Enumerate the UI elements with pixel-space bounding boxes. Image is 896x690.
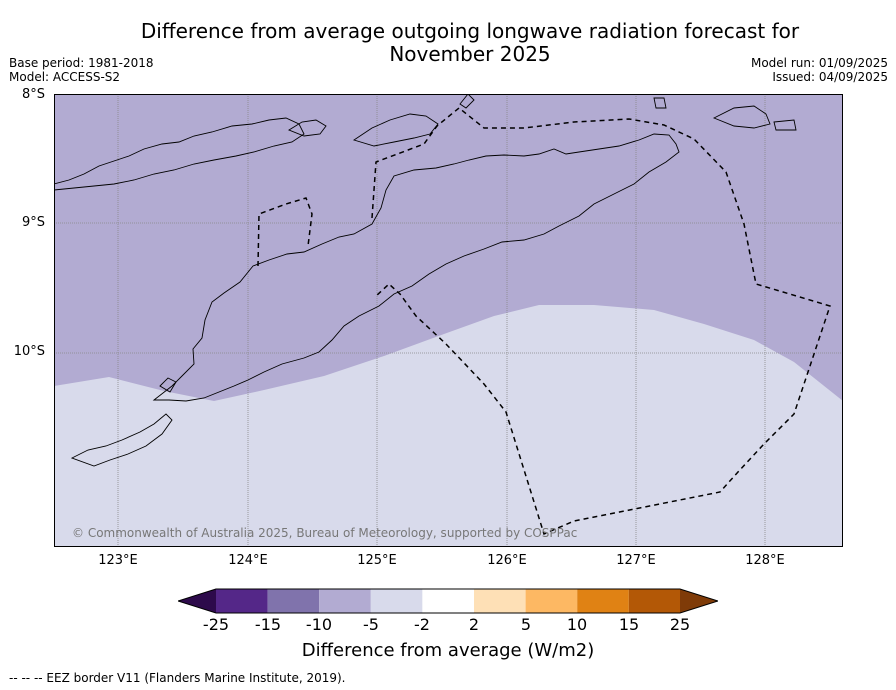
- graticule: [54, 94, 843, 547]
- lon-label-128e: 128°E: [745, 553, 785, 568]
- colorbar-swatch-8: [577, 589, 629, 613]
- lat-label-8s: 8°S: [21, 87, 45, 102]
- timor-coastline: [152, 133, 680, 402]
- coastlines: [54, 94, 797, 467]
- colorbar-swatch-4: [370, 589, 423, 613]
- map-frame: [54, 94, 843, 547]
- semau-coastline: [159, 377, 177, 393]
- alor-coastline: [288, 119, 327, 137]
- kisar-island: [653, 97, 667, 109]
- colorbar-label: 25: [669, 615, 691, 634]
- colorbar-label: 2: [468, 615, 480, 634]
- model-name: Model: ACCESS-S2: [9, 70, 121, 84]
- colorbar-label: -10: [305, 615, 333, 634]
- lon-label-127e: 127°E: [616, 553, 656, 568]
- leti-island: [712, 105, 771, 129]
- anomaly-map: [54, 94, 843, 547]
- colorbar-label: -5: [363, 615, 379, 634]
- colorbar-label: 10: [566, 615, 588, 634]
- romang-island: [459, 94, 475, 109]
- colorbar-outline: [178, 588, 718, 614]
- colorbar-swatch-1: [216, 589, 268, 613]
- lon-label-125e: 125°E: [357, 553, 397, 568]
- meta-left: Base period: 1981-2018 Model: ACCESS-S2: [9, 56, 154, 84]
- colorbar-label: 15: [618, 615, 640, 634]
- rote-coastline: [70, 413, 173, 467]
- lat-label-10s: 10°S: [13, 344, 45, 359]
- colorbar-swatch-5: [422, 589, 474, 613]
- colorbar-label: -15: [254, 615, 282, 634]
- colorbar: [178, 588, 718, 614]
- colorbar-swatch-6: [474, 589, 526, 613]
- eez-border: [257, 107, 831, 536]
- base-period: Base period: 1981-2018: [9, 56, 154, 70]
- issued-date: Issued: 04/09/2025: [772, 70, 888, 84]
- colorbar-swatch-3: [319, 589, 371, 613]
- colorbar-label: -2: [414, 615, 430, 634]
- colorbar-extend-min: [178, 589, 216, 613]
- colorbar-swatch-9: [628, 589, 680, 613]
- flores-coastline: [54, 117, 305, 191]
- meta-right: Model run: 01/09/2025 Issued: 04/09/2025: [751, 56, 888, 84]
- wetar-coastline: [352, 113, 439, 147]
- model-run: Model run: 01/09/2025: [750, 56, 888, 70]
- colorbar-label: 5: [520, 615, 532, 634]
- colorbar-extend-max: [680, 589, 718, 613]
- colorbar-title: Difference from average (W/m2): [301, 640, 595, 661]
- lon-label-124e: 124°E: [228, 553, 268, 568]
- moa-island: [773, 119, 797, 131]
- colorbar-swatch-2: [267, 589, 320, 613]
- band-minus5-to-minus2: [54, 305, 843, 547]
- eez-footnote: -- -- -- EEZ border V11 (Flanders Marine…: [9, 671, 346, 685]
- lat-label-9s: 9°S: [21, 215, 45, 230]
- copyright-notice: © Commonwealth of Australia 2025, Bureau…: [72, 526, 578, 540]
- colorbar-swatch-7: [525, 589, 578, 613]
- colorbar-label: -25: [202, 615, 230, 634]
- map-title: Difference from average outgoing longwav…: [140, 19, 800, 66]
- lon-label-126e: 126°E: [487, 553, 527, 568]
- lon-label-123e: 123°E: [98, 553, 138, 568]
